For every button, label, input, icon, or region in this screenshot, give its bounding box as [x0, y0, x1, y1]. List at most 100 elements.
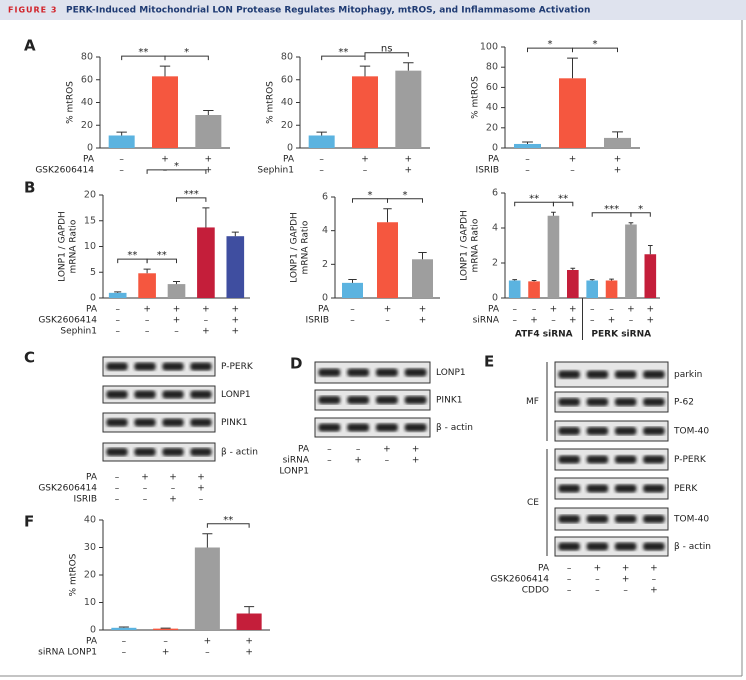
y-tick-label: 4 — [492, 223, 498, 234]
condition-sign: + — [141, 473, 149, 483]
bar — [167, 284, 186, 298]
condition-label: ISRIB — [74, 495, 97, 505]
condition-label: GSK2606414 — [38, 316, 97, 326]
condition-sign: – — [595, 586, 600, 596]
condition-sign: + — [608, 316, 616, 326]
condition-sign: + — [173, 305, 181, 315]
blot-band — [643, 398, 665, 406]
condition-sign: – — [567, 586, 572, 596]
blot-band — [404, 396, 427, 404]
y-tick-label: 40 — [486, 102, 498, 113]
condition-sign: + — [569, 155, 577, 165]
condition-sign: + — [173, 316, 181, 326]
error-bar — [531, 280, 537, 282]
blot-band — [375, 423, 398, 432]
blot-band — [134, 448, 156, 456]
condition-sign: – — [122, 637, 127, 647]
significance-label: ** — [558, 193, 568, 204]
error-bar — [316, 131, 327, 136]
y-tick-label: 4 — [322, 225, 328, 236]
significance-label: ** — [157, 250, 167, 261]
condition-label: PA — [488, 305, 500, 315]
blot-band — [558, 370, 580, 379]
significance-bracket — [552, 201, 574, 207]
panel-label: B — [24, 179, 35, 197]
bar — [197, 227, 215, 298]
blot-label: PINK1 — [221, 418, 247, 428]
y-axis-label: LONP1 / GAPDH — [460, 210, 470, 281]
blot-band — [347, 368, 370, 377]
condition-sign: – — [115, 316, 120, 326]
condition-sign: – — [525, 166, 530, 176]
bar — [352, 76, 378, 148]
significance-label: * — [368, 190, 373, 201]
condition-sign: – — [595, 575, 600, 585]
condition-sign: + — [650, 586, 658, 596]
blot-label: β - actin — [674, 542, 711, 552]
y-tick-label: 60 — [281, 74, 293, 85]
blot-frame — [102, 442, 216, 462]
condition-sign: + — [647, 316, 655, 326]
bar — [567, 270, 579, 298]
bar — [108, 135, 135, 148]
condition-sign: + — [354, 456, 362, 466]
significance-label: * — [548, 39, 553, 50]
condition-label: PA — [283, 155, 295, 165]
y-tick-label: 20 — [486, 122, 498, 133]
condition-sign: – — [205, 648, 210, 658]
condition-label: PA — [86, 637, 98, 647]
significance-bracket — [164, 55, 209, 61]
condition-label: PA — [83, 155, 95, 165]
blot-frame — [314, 417, 431, 438]
bar — [604, 137, 631, 148]
error-bar — [203, 109, 214, 116]
condition-sign: – — [174, 327, 179, 337]
significance-bracket — [387, 198, 423, 203]
condition-sign: – — [115, 473, 120, 483]
condition-sign: – — [623, 586, 628, 596]
y-tick-label: 20 — [84, 570, 96, 581]
condition-label: PA — [298, 445, 310, 455]
condition-sign: + — [197, 473, 205, 483]
condition-sign: – — [512, 316, 517, 326]
y-tick-label: 60 — [486, 82, 498, 93]
condition-sign: + — [361, 155, 369, 165]
bar — [559, 78, 586, 148]
bar — [138, 273, 156, 298]
blot-frame — [554, 448, 669, 471]
y-tick-label: 80 — [81, 52, 93, 63]
blot-band — [643, 484, 665, 493]
blot-band — [558, 427, 580, 435]
blot-band — [586, 515, 609, 523]
condition-sign: – — [163, 637, 168, 647]
y-tick-label: 0 — [492, 143, 498, 154]
blot-band — [134, 418, 156, 427]
blot-label: LONP1 — [221, 390, 251, 400]
condition-sign: + — [412, 445, 420, 455]
y-tick-label: 20 — [281, 120, 293, 131]
condition-sign: – — [199, 495, 204, 505]
y-tick-label: 0 — [87, 143, 93, 154]
figure-label: FIGURE 3 — [8, 6, 57, 15]
condition-label: ISRIB — [306, 316, 329, 326]
blot-label: β - actin — [221, 448, 258, 458]
blot-label: β - actin — [436, 423, 473, 433]
condition-label: PA — [488, 155, 500, 165]
condition-sign: – — [570, 166, 575, 176]
condition-sign: + — [197, 484, 205, 494]
y-tick-label: 6 — [492, 188, 498, 199]
section-label: CE — [527, 498, 539, 508]
condition-sign: – — [171, 484, 176, 494]
condition-label: Sephin1 — [257, 166, 294, 176]
condition-label: PA — [86, 305, 98, 315]
significance-bracket — [630, 212, 651, 217]
condition-sign: – — [652, 575, 657, 585]
blot-band — [375, 396, 398, 404]
y-tick-label: 5 — [90, 267, 96, 278]
y-tick-label: 80 — [486, 62, 498, 73]
error-bar — [159, 65, 171, 77]
condition-sign: – — [327, 456, 332, 466]
condition-label: GSK2606414 — [490, 575, 549, 585]
y-tick-label: 80 — [281, 52, 293, 63]
